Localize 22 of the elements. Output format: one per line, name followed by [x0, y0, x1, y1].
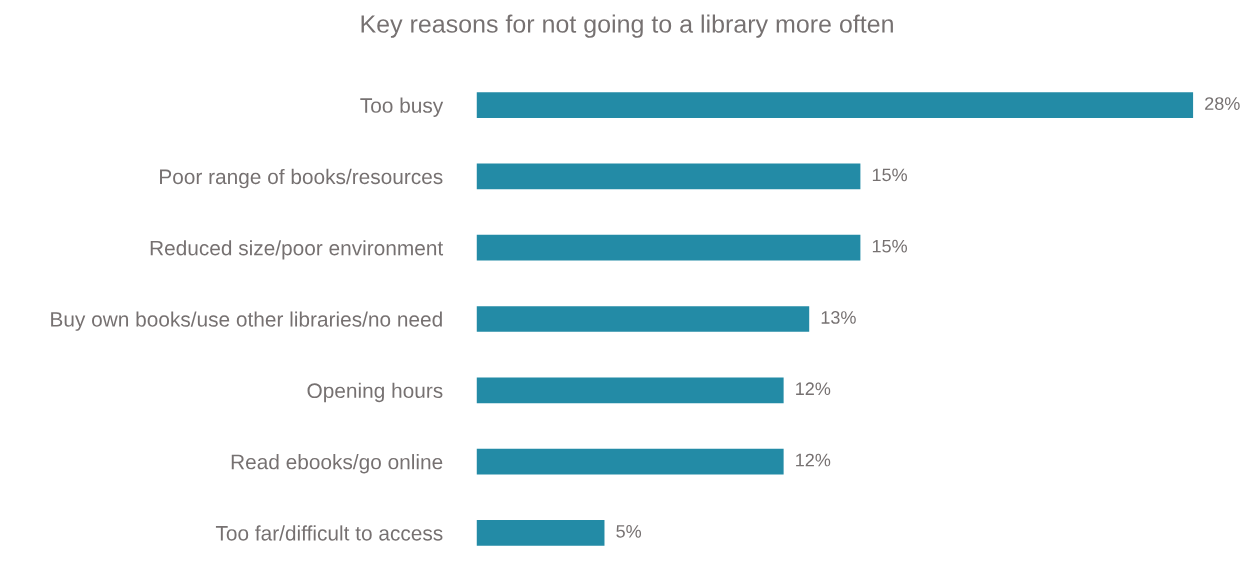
y-tick-label: Too far/difficult to access — [215, 525, 443, 541]
y-tick-label: Poor range of books/resources — [160, 168, 443, 189]
data-label: 12% — [796, 382, 831, 396]
y-tick-label: Opening hours — [307, 382, 443, 403]
bar — [476, 448, 784, 475]
data-label: 5% — [616, 525, 642, 538]
data-label: 13% — [821, 311, 856, 324]
bar — [476, 306, 810, 332]
bar — [476, 377, 784, 404]
bar — [476, 92, 1194, 118]
y-tick-label: Reduced size/poor environment — [150, 240, 444, 260]
bar — [476, 520, 605, 546]
y-tick-label: Buy own books/use other libraries/no need — [51, 311, 442, 331]
data-label: 15% — [872, 168, 907, 182]
y-tick-label: Too busy — [360, 97, 444, 117]
y-tick-label: Read ebooks/go online — [231, 454, 443, 474]
bar — [476, 163, 861, 190]
data-label: 12% — [796, 453, 831, 467]
data-label: 28% — [1205, 97, 1240, 110]
chart-title: Key reasons for not going to a library more often — [361, 14, 893, 38]
data-label: 15% — [872, 239, 907, 253]
bar — [476, 234, 861, 261]
